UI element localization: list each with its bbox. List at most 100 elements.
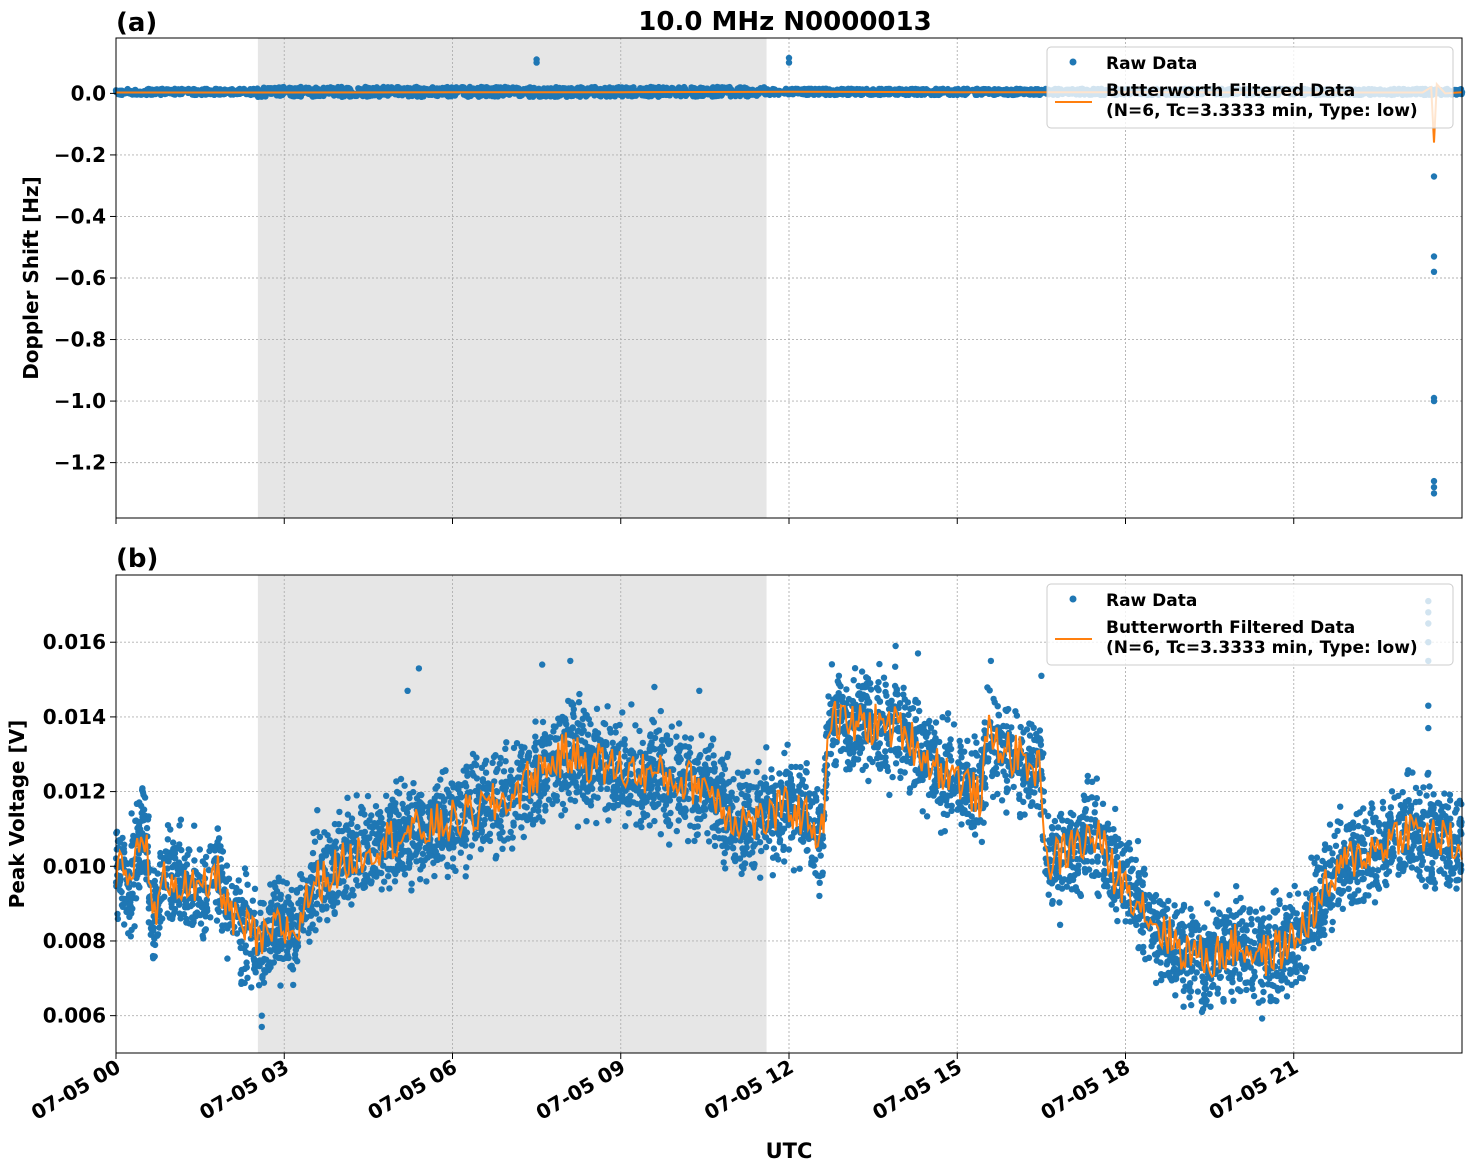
panel-b-raw-data-point [270, 891, 277, 898]
panel-b-raw-data-point [311, 838, 319, 845]
panel-b-raw-data-point [385, 873, 392, 880]
panel-a-raw-data-point [584, 85, 591, 92]
panel-b-raw-data-point [850, 677, 857, 684]
panel-b-raw-data-point [151, 941, 159, 949]
panel-b-raw-data-point [196, 846, 203, 853]
figure-title: 10.0 MHz N0000013 [638, 7, 931, 37]
panel-b-raw-data-point [177, 816, 185, 823]
panel-b-raw-data-point [350, 892, 357, 899]
panel-b-raw-data-point [994, 790, 1001, 798]
panel-b-raw-data-point [722, 865, 729, 872]
panel-b-raw-data-point [889, 773, 896, 781]
panel-b-raw-data-point [1422, 883, 1429, 890]
panel-b-raw-data-point [243, 959, 250, 966]
panel-a-raw-data-point [540, 85, 548, 92]
panel-a-raw-data-point [493, 84, 500, 91]
panel-a-y-tick-label: −1.2 [54, 451, 106, 475]
panel-b-raw-data-point [1326, 859, 1333, 866]
panel-a-y-tick-label: −0.8 [54, 328, 106, 352]
panel-b-raw-data-point [520, 833, 527, 841]
panel-b-raw-data-point [1353, 810, 1360, 818]
panel-b-raw-data-point [944, 710, 952, 717]
panel-a-raw-data-point [537, 93, 544, 100]
panel-b-raw-data-point [675, 817, 682, 824]
panel-b-raw-data-point [510, 744, 518, 752]
panel-a-raw-data-point [677, 85, 685, 92]
panel-b-raw-data-point [1202, 985, 1210, 993]
panel-b-raw-data-point [796, 865, 803, 872]
panel-b-raw-data-point [769, 872, 776, 879]
panel-b-raw-data-point [1283, 993, 1291, 1000]
panel-a-raw-data-point [697, 84, 704, 91]
panel-b-raw-data-point [316, 916, 323, 923]
panel-a-raw-data-point [607, 92, 615, 99]
panel-b-raw-data-point [817, 852, 824, 859]
panel-a-raw-data-point [346, 92, 353, 99]
panel-b-raw-data-point [410, 788, 417, 796]
panel-b-raw-data-point [880, 674, 888, 681]
panel-a-raw-data-point [703, 85, 710, 92]
panel-b-raw-data-point [1051, 817, 1059, 825]
panel-a-raw-data-point [529, 93, 537, 100]
panel-a-raw-data-point [405, 93, 412, 100]
panel-b-raw-data-point [313, 828, 320, 835]
panel-b-raw-data-point [383, 792, 390, 799]
panel-b-raw-data-point [1294, 890, 1302, 897]
panel-a-raw-data-point [124, 85, 131, 93]
panel-b-raw-data-point [784, 741, 791, 748]
panel-b-raw-data-point [473, 775, 481, 782]
panel-a-raw-data-point [1430, 268, 1438, 275]
panel-b-raw-data-point [673, 827, 680, 835]
panel-b-raw-data-point [335, 821, 342, 828]
panel-a-raw-data-point [579, 84, 586, 92]
panel-a-raw-data-point [289, 92, 296, 100]
panel-a-raw-data-point [1430, 173, 1438, 180]
panel-b-raw-data-point [176, 822, 183, 829]
panel-b-raw-data-point [1186, 994, 1193, 1001]
panel-b-raw-data-point [1300, 945, 1307, 952]
panel-b-raw-data-point [1204, 900, 1211, 907]
panel-b-raw-data-point [1189, 913, 1196, 920]
panel-a-legend-filtered-label: Butterworth Filtered Data [1106, 81, 1355, 101]
panel-a-raw-data-point [247, 86, 254, 93]
panel-b-raw-data-point [1337, 803, 1344, 810]
panel-b-raw-data-point [597, 785, 604, 792]
panel-b-raw-data-point [651, 817, 658, 825]
panel-b-raw-data-point [875, 679, 882, 686]
panel-a-raw-data-point [287, 86, 295, 93]
panel-a-raw-data-point [1430, 490, 1438, 497]
panel-b-raw-data-point [892, 760, 900, 767]
panel-b-raw-data-point [1217, 973, 1225, 981]
panel-b-raw-data-point [594, 730, 602, 737]
panel-b-raw-data-point [578, 737, 585, 744]
panel-a-raw-data-point [201, 85, 209, 93]
panel-b-raw-data-point [319, 906, 326, 913]
panel-b-raw-data-point [816, 892, 823, 900]
panel-b-raw-data-point [1229, 979, 1236, 986]
panel-b-raw-data-point [687, 735, 695, 742]
panel-b-raw-data-point [916, 707, 923, 715]
panel-b-raw-data-point [500, 768, 508, 775]
panel-b-raw-data-point [882, 681, 889, 688]
panel-a-y-tick-label: 0.0 [71, 81, 106, 105]
panel-b-raw-data-point [1292, 978, 1300, 986]
panel-b-raw-data-point [408, 880, 415, 887]
panel-a-legend-raw-marker [1069, 58, 1077, 66]
panel-b-raw-data-point [882, 748, 889, 755]
panel-a-legend-raw-label: Raw Data [1106, 54, 1197, 74]
panel-b-raw-data-point [885, 699, 892, 707]
panel-a-raw-data-point [741, 84, 748, 91]
panel-b-raw-data-point [701, 812, 708, 820]
panel-b-raw-data-point [604, 703, 611, 710]
panel-b-raw-data-point [1233, 883, 1240, 890]
panel-b-raw-data-point [950, 721, 958, 728]
panel-b-raw-data-point [984, 684, 991, 691]
panel-b-raw-data-point [1379, 805, 1387, 812]
panel-a-raw-data-point [312, 84, 320, 91]
panel-b-raw-data-point [408, 802, 416, 809]
panel-b-raw-data-point [746, 783, 754, 790]
